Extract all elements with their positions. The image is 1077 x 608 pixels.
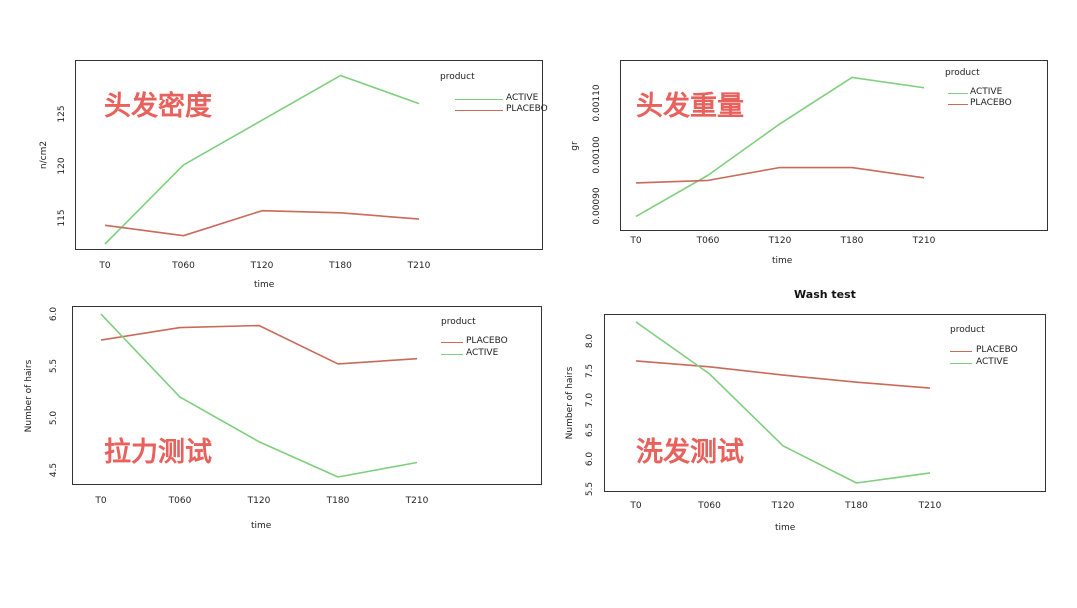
x-tick-label: T120 [250, 261, 274, 271]
legend-item-active: ACTIVE [976, 357, 1009, 367]
series-line-active [635, 321, 931, 484]
overlay-label: 拉力测试 [104, 437, 212, 468]
series-line-placebo [100, 324, 418, 365]
x-axis-title: time [775, 523, 796, 533]
series-line-active [635, 76, 925, 218]
x-tick-label: T180 [326, 496, 350, 506]
legend-item-active: ACTIVE [466, 348, 499, 358]
x-tick-label: T120 [247, 496, 271, 506]
chart-title: Wash test [794, 288, 856, 301]
legend-title: product [945, 68, 980, 78]
x-tick-label: T060 [696, 236, 720, 246]
x-axis-title: time [772, 256, 793, 266]
x-tick-label: T060 [172, 261, 195, 271]
legend-swatch [950, 351, 972, 352]
x-tick-label: T180 [329, 261, 352, 271]
overlay-label: 洗发测试 [636, 437, 744, 468]
legend-swatch [455, 99, 503, 100]
overlay-label: 头发重量 [636, 91, 744, 122]
x-tick-label: T120 [771, 501, 795, 511]
legend-item-active: ACTIVE [970, 87, 1003, 97]
plot-area [604, 314, 1046, 492]
series-line-active [100, 313, 418, 478]
legend-item-placebo: PLACEBO [506, 104, 548, 114]
x-tick-label: T0 [630, 501, 642, 511]
x-tick-label: T180 [840, 236, 864, 246]
x-tick-label: T210 [407, 261, 431, 271]
x-tick-label: T0 [95, 496, 107, 506]
legend-swatch [441, 342, 463, 343]
x-tick-label: T0 [630, 236, 642, 246]
plot-area [75, 60, 543, 250]
x-tick-label: T120 [768, 236, 792, 246]
x-tick-label: T210 [918, 501, 942, 511]
legend-item-active: ACTIVE [506, 93, 539, 103]
x-axis-title: time [254, 280, 275, 290]
legend-item-placebo: PLACEBO [466, 336, 508, 346]
series-line-placebo [635, 166, 925, 184]
overlay-label: 头发密度 [104, 91, 212, 122]
series-line-placebo [104, 209, 420, 237]
series-line-placebo [635, 360, 931, 389]
legend-item-placebo: PLACEBO [970, 98, 1012, 108]
series-line-active [104, 74, 420, 245]
x-tick-label: T060 [168, 496, 192, 506]
x-tick-label: T210 [912, 236, 936, 246]
x-axis-title: time [251, 521, 272, 531]
legend-title: product [441, 317, 476, 327]
x-tick-label: T210 [405, 496, 429, 506]
legend-swatch [455, 110, 503, 111]
legend-swatch [948, 93, 968, 94]
legend-title: product [950, 325, 985, 335]
legend-swatch [950, 363, 972, 364]
plot-area [72, 306, 542, 485]
legend-swatch [441, 354, 463, 355]
x-tick-label: T060 [698, 501, 721, 511]
legend-item-placebo: PLACEBO [976, 345, 1018, 355]
x-tick-label: T0 [99, 261, 111, 271]
legend-swatch [948, 104, 968, 105]
x-tick-label: T180 [845, 501, 868, 511]
legend-title: product [440, 72, 475, 82]
